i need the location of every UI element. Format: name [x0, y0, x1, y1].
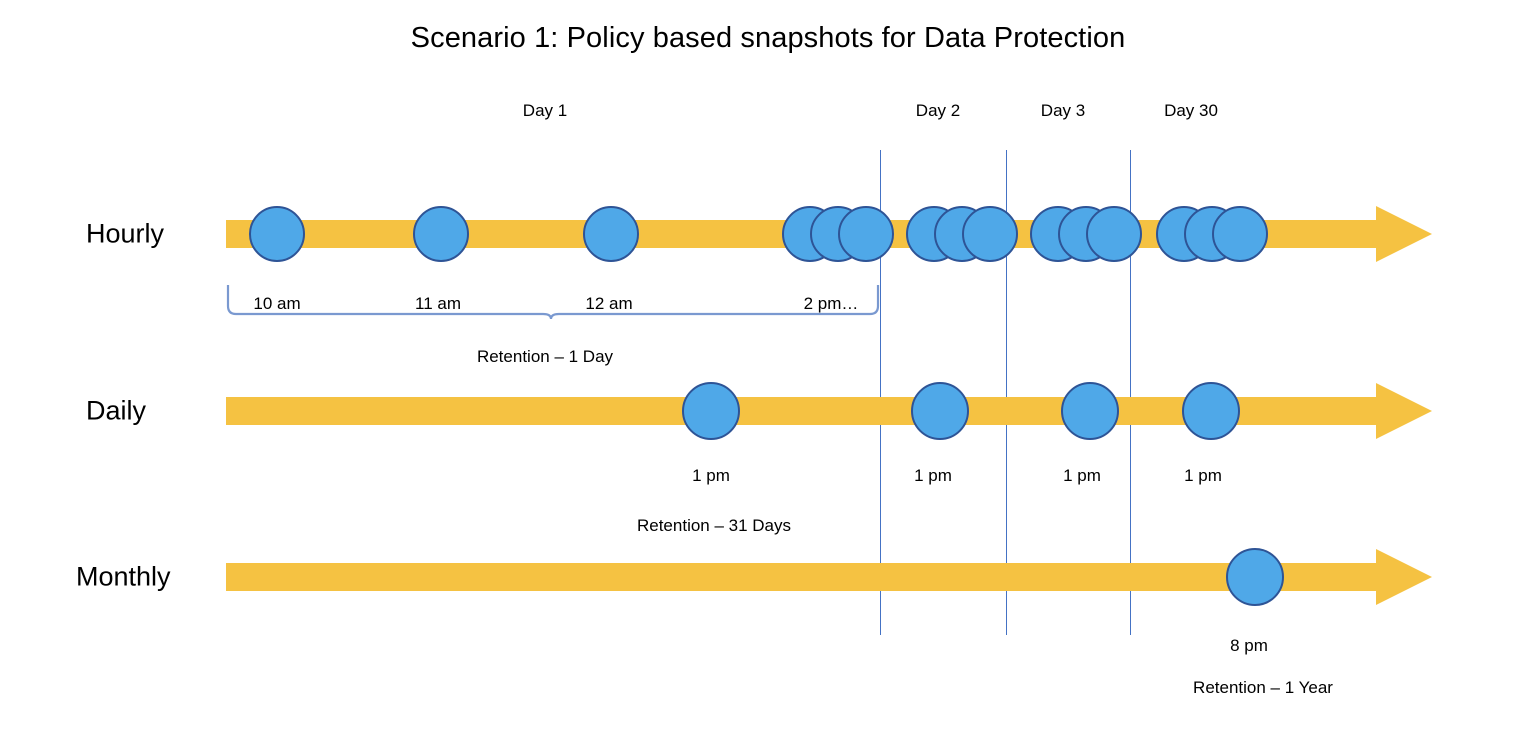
retention-label-hourly: Retention – 1 Day [476, 347, 614, 366]
snapshot-marker[interactable] [583, 206, 639, 262]
timeline-bar-body [226, 563, 1376, 591]
snapshot-marker[interactable] [1061, 382, 1119, 440]
timeline-arrow-head-icon [1376, 206, 1432, 262]
day-header-1: Day 1 [522, 101, 568, 120]
day-header-2: Day 2 [915, 101, 961, 120]
divider-day3 [1006, 150, 1007, 635]
time-label-monthly: 8 pm [1230, 636, 1268, 655]
time-label-hourly: 10 am [253, 294, 301, 313]
time-label-daily: 1 pm [692, 466, 730, 485]
time-label-daily: 1 pm [1063, 466, 1101, 485]
snapshot-marker[interactable] [682, 382, 740, 440]
snapshot-marker[interactable] [1086, 206, 1142, 262]
time-label-hourly: 12 am [585, 294, 633, 313]
day-header-30: Day 30 [1164, 101, 1218, 120]
time-label-daily: 1 pm [1184, 466, 1222, 485]
row-label-daily: Daily [86, 395, 147, 426]
day-header-3: Day 3 [1040, 101, 1086, 120]
snapshot-marker[interactable] [1182, 382, 1240, 440]
page-title: Scenario 1: Policy based snapshots for D… [410, 22, 1126, 54]
retention-brace-hourly [226, 285, 880, 320]
timeline-bar-daily [226, 383, 1432, 439]
snapshot-marker[interactable] [1212, 206, 1268, 262]
row-label-monthly: Monthly [76, 561, 171, 592]
snapshot-marker[interactable] [838, 206, 894, 262]
time-label-daily: 1 pm [914, 466, 952, 485]
snapshot-marker[interactable] [413, 206, 469, 262]
snapshot-marker[interactable] [1226, 548, 1284, 606]
divider-day30 [1130, 150, 1131, 635]
row-label-hourly: Hourly [86, 218, 165, 249]
retention-label-daily: Retention – 31 Days [636, 516, 792, 535]
time-label-hourly: 2 pm… [803, 294, 859, 313]
timeline-arrow-head-icon [1376, 549, 1432, 605]
time-label-hourly: 11 am [415, 294, 461, 313]
snapshot-marker[interactable] [962, 206, 1018, 262]
retention-label-monthly: Retention – 1 Year [1193, 678, 1333, 697]
timeline-arrow-head-icon [1376, 383, 1432, 439]
snapshot-marker[interactable] [249, 206, 305, 262]
divider-day2 [880, 150, 881, 635]
snapshot-marker[interactable] [911, 382, 969, 440]
timeline-bar-monthly [226, 549, 1432, 605]
